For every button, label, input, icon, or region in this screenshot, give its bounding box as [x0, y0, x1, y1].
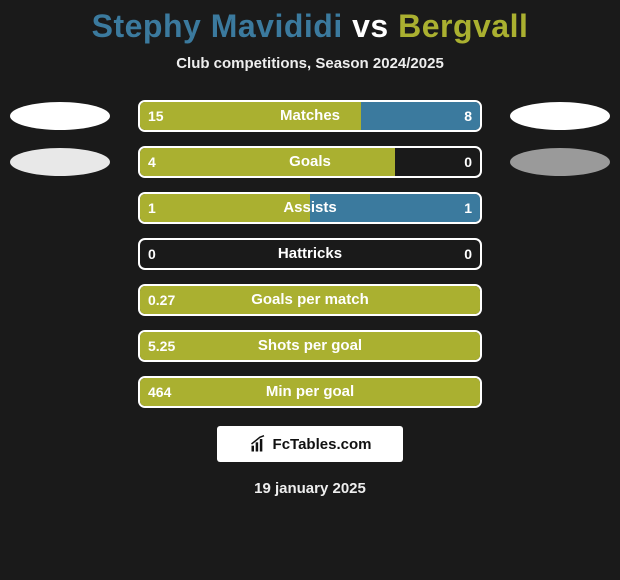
player-badge-left [10, 148, 110, 176]
bar-track [138, 238, 482, 270]
branding-badge: FcTables.com [217, 426, 403, 462]
stat-row: Min per goal464 [0, 376, 620, 408]
stat-row: Goals per match0.27 [0, 284, 620, 316]
bar-track [138, 376, 482, 408]
branding-text: FcTables.com [273, 436, 372, 453]
player-badge-left [10, 102, 110, 130]
bar-right [361, 102, 480, 130]
chart-icon [249, 434, 269, 454]
bar-track [138, 284, 482, 316]
subtitle: Club competitions, Season 2024/2025 [0, 55, 620, 72]
player-badge-right [510, 148, 610, 176]
bar-left [140, 286, 480, 314]
bar-right [310, 194, 480, 222]
title-vs: vs [343, 8, 398, 44]
stats-chart: Matches158 Goals40 Assists11 Hattricks00 Goa… [0, 100, 620, 408]
title-right-player: Bergvall [398, 8, 528, 44]
bar-track [138, 146, 482, 178]
stat-row: Matches158 [0, 100, 620, 132]
bar-track [138, 330, 482, 362]
bar-track [138, 192, 482, 224]
bar-left [140, 102, 361, 130]
stat-row: Goals40 [0, 146, 620, 178]
player-badge-right [510, 102, 610, 130]
bar-left [140, 378, 480, 406]
bar-left [140, 332, 480, 360]
bar-track [138, 100, 482, 132]
stat-row: Assists11 [0, 192, 620, 224]
stat-row: Hattricks00 [0, 238, 620, 270]
stat-row: Shots per goal5.25 [0, 330, 620, 362]
title-left-player: Stephy Mavididi [92, 8, 343, 44]
bar-left [140, 148, 395, 176]
date-text: 19 january 2025 [0, 480, 620, 497]
comparison-title: Stephy Mavididi vs Bergvall [0, 0, 620, 45]
bar-left [140, 194, 310, 222]
